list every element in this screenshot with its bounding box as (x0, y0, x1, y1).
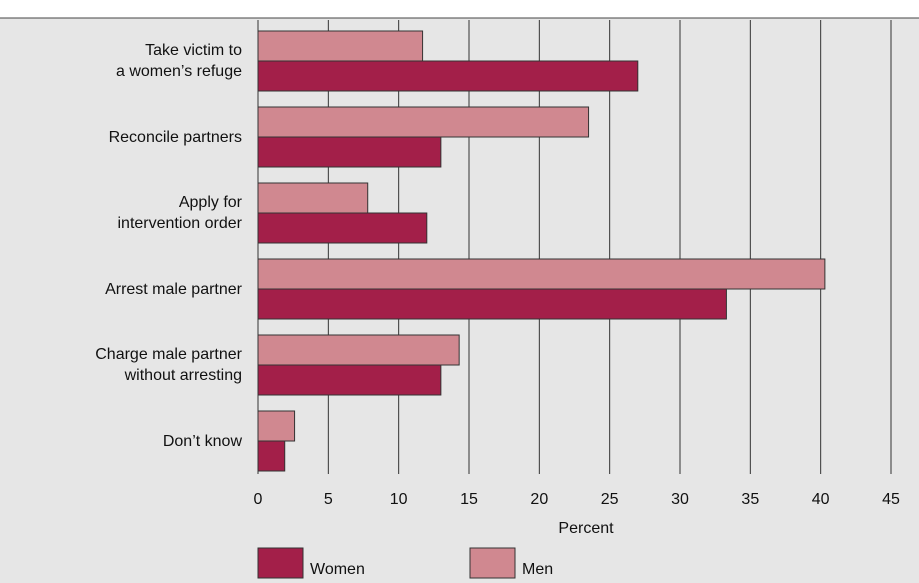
x-tick-label: 0 (254, 491, 263, 508)
legend-swatch (257, 547, 304, 579)
x-tick-label: 30 (671, 491, 689, 508)
bar (257, 136, 442, 168)
y-tick-label: Reconcile partners (108, 128, 242, 146)
x-tick-label: 25 (601, 491, 619, 508)
x-tick-label: 10 (390, 491, 408, 508)
x-tick-label: 35 (741, 491, 759, 508)
x-tick-label: 45 (882, 491, 900, 508)
bar (257, 212, 428, 244)
legend-label: Men (522, 561, 553, 578)
bar (257, 410, 296, 442)
y-tick-label: Arrest male partner (105, 280, 242, 298)
y-tick-label: Don’t know (162, 432, 242, 450)
bar (257, 182, 369, 214)
x-tick-label: 15 (460, 491, 478, 508)
x-tick-label: 40 (812, 491, 830, 508)
bar (257, 258, 826, 290)
bar (257, 30, 424, 62)
y-tick-label: Apply for intervention order (117, 194, 242, 232)
bar (257, 440, 286, 472)
legend-swatch (469, 547, 516, 579)
bar (257, 364, 442, 396)
x-tick-label: 5 (324, 491, 333, 508)
legend-label: Women (310, 561, 365, 578)
bar (257, 60, 639, 92)
title-strip (0, 0, 919, 18)
y-tick-label: Take victim to a women’s refuge (116, 42, 242, 80)
bar (257, 334, 460, 366)
bar (257, 288, 727, 320)
x-tick-label: 20 (530, 491, 548, 508)
bar (257, 106, 590, 138)
x-axis-label: Percent (558, 520, 614, 537)
y-tick-label: Charge male partner without arresting (95, 346, 242, 384)
